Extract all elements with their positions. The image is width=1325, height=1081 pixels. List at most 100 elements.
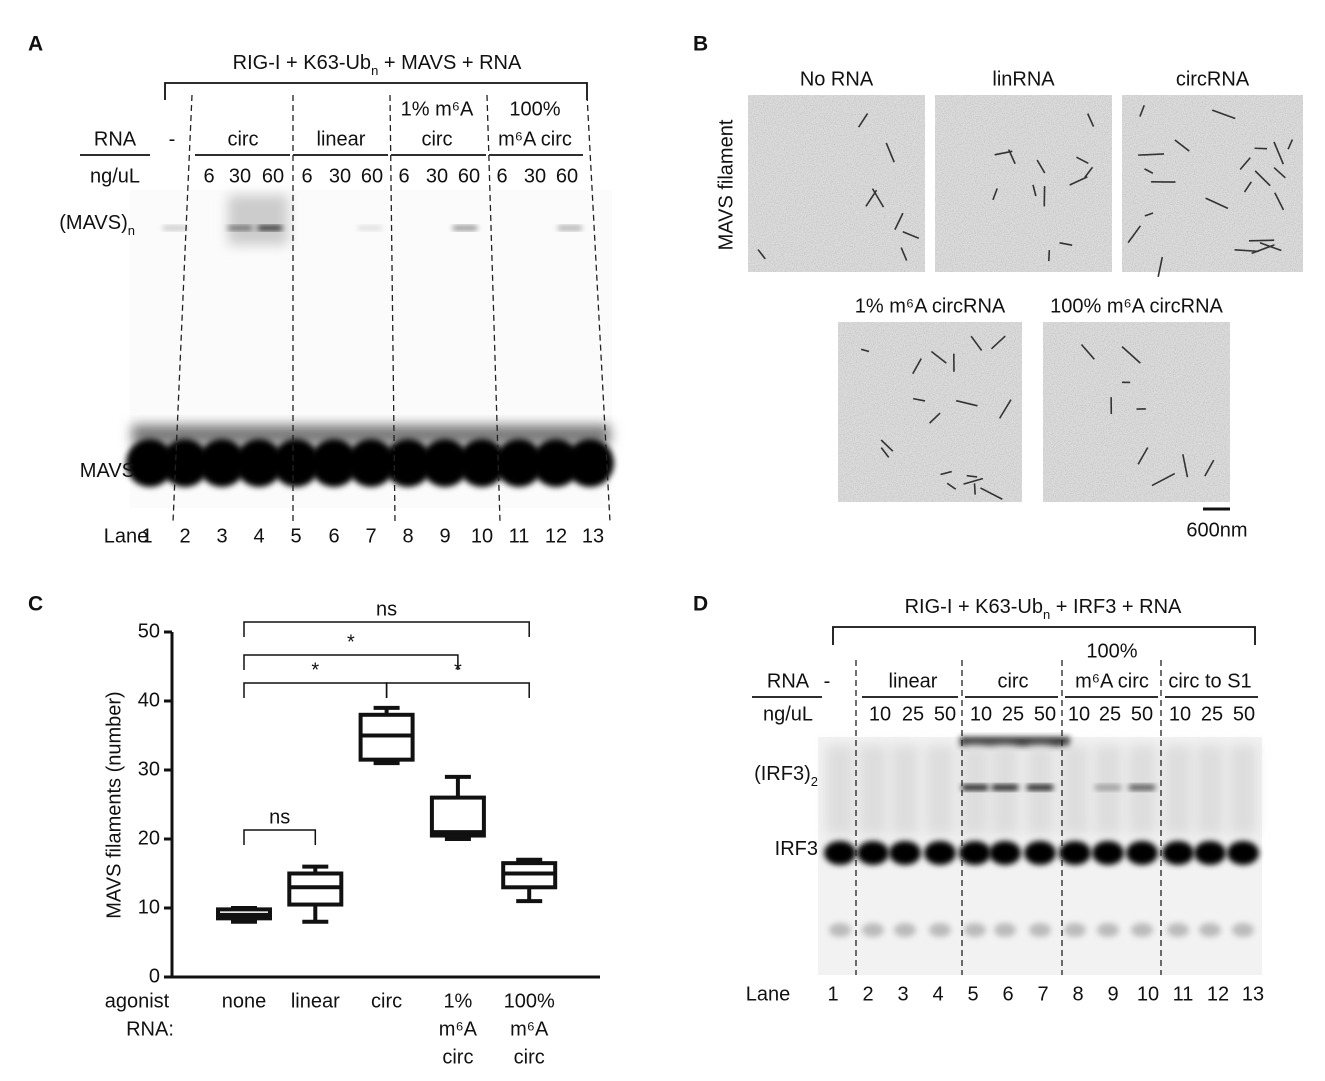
panel-title-part: RIG-I + K63-Ub xyxy=(233,52,371,74)
panel-letter: A xyxy=(28,33,43,56)
lane-number: 4 xyxy=(932,983,943,1005)
significance-label: ns xyxy=(269,806,290,828)
row-header: ng/uL xyxy=(90,165,140,187)
concentration: 6 xyxy=(203,165,214,187)
micrograph-noise xyxy=(838,322,1022,502)
band xyxy=(992,785,1018,790)
panel-letter: C xyxy=(28,593,43,616)
band xyxy=(824,841,856,865)
band-label: IRF3 xyxy=(775,838,818,860)
significance-bracket xyxy=(385,682,530,698)
lane-number: 6 xyxy=(328,525,339,547)
concentration: 50 xyxy=(934,703,956,725)
filament xyxy=(880,439,894,452)
filament xyxy=(966,474,978,478)
concentration: 25 xyxy=(1002,703,1024,725)
band xyxy=(358,226,382,230)
bracket xyxy=(164,82,588,100)
axis-label: agonist xyxy=(105,990,170,1012)
panel-title: RIG-I + K63-Ubn + MAVS + RNA xyxy=(233,52,522,78)
filament xyxy=(871,188,885,208)
lane-dividers xyxy=(172,94,611,523)
lane-smear xyxy=(891,745,919,835)
band-label: MAVS xyxy=(80,460,135,482)
filament xyxy=(902,231,920,239)
filament xyxy=(1144,168,1154,174)
lane-smear xyxy=(1196,745,1224,835)
filament xyxy=(1251,244,1275,255)
x-tick-label: circ xyxy=(514,1046,545,1068)
lane-smear xyxy=(1164,745,1192,835)
significance-bracket xyxy=(243,682,388,698)
band xyxy=(1167,923,1189,937)
band xyxy=(1064,923,1086,937)
lane-number: 13 xyxy=(582,525,604,547)
row-header: ng/uL xyxy=(763,703,813,725)
filament xyxy=(894,212,904,230)
band xyxy=(1027,785,1053,790)
band xyxy=(1059,841,1091,865)
band xyxy=(929,923,951,937)
axis-label: RNA: xyxy=(126,1018,174,1040)
band-smear xyxy=(228,195,288,245)
x-tick-label: none xyxy=(222,990,267,1012)
lane-number: 4 xyxy=(253,525,264,547)
band xyxy=(1024,841,1056,865)
filament xyxy=(757,249,766,260)
lane-number: 7 xyxy=(1037,983,1048,1005)
group-label: - xyxy=(169,128,176,150)
filament xyxy=(885,142,895,163)
group-label: m⁶A circ xyxy=(498,128,572,150)
bracket xyxy=(832,626,1256,645)
filament xyxy=(1076,156,1089,165)
concentration: 60 xyxy=(262,165,284,187)
x-tick-label: m⁶A xyxy=(510,1018,549,1040)
filament xyxy=(930,350,947,364)
micrograph-noise xyxy=(1122,95,1303,272)
band-label-part: n xyxy=(128,223,135,238)
lane-smear xyxy=(1061,745,1089,835)
panel-letter: B xyxy=(693,33,708,56)
filament xyxy=(1080,343,1095,360)
row-header: Lane xyxy=(104,525,149,547)
panel-letter: D xyxy=(693,593,708,616)
filament xyxy=(1059,242,1073,246)
band xyxy=(532,439,580,487)
concentration: 60 xyxy=(556,165,578,187)
micrograph-noise xyxy=(1043,322,1230,502)
band xyxy=(258,226,282,230)
filament xyxy=(865,189,878,207)
band-smear xyxy=(960,737,1070,747)
band xyxy=(829,923,851,937)
band xyxy=(310,439,358,487)
band xyxy=(163,226,187,230)
band-label-part: 2 xyxy=(811,774,818,789)
filament xyxy=(1234,248,1259,253)
lane-number: 1 xyxy=(827,983,838,1005)
concentration: 30 xyxy=(426,165,448,187)
group-label: linear xyxy=(889,670,938,692)
lane-number: 8 xyxy=(1072,983,1083,1005)
band xyxy=(235,439,283,487)
concentration: 30 xyxy=(329,165,351,187)
filament xyxy=(1086,113,1095,127)
filament xyxy=(1211,109,1236,120)
filament xyxy=(912,358,922,375)
concentration: 25 xyxy=(1099,703,1121,725)
filament xyxy=(1121,346,1141,364)
filament xyxy=(955,399,978,407)
filament xyxy=(946,482,957,490)
group-label: 1% m⁶A xyxy=(401,98,474,120)
band xyxy=(558,226,582,230)
filament xyxy=(1007,149,1016,165)
filament xyxy=(990,335,1006,350)
band xyxy=(198,439,246,487)
band xyxy=(889,841,921,865)
concentration: 50 xyxy=(1233,703,1255,725)
micrographs xyxy=(748,95,1303,502)
x-tick-label: circ xyxy=(442,1046,473,1068)
band xyxy=(453,226,477,230)
band xyxy=(959,841,991,865)
lane-number: 3 xyxy=(216,525,227,547)
